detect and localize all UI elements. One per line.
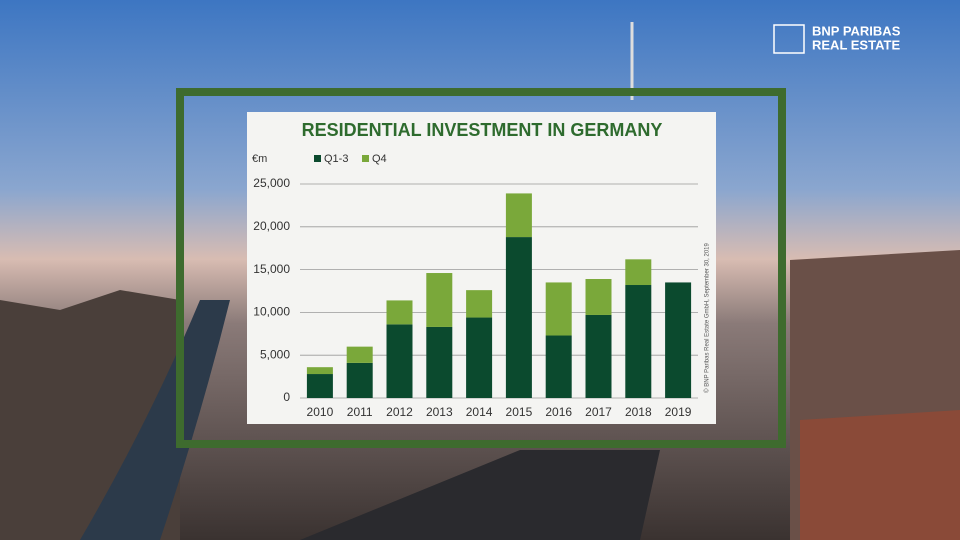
bar-segment [545, 282, 572, 336]
bar-segment [625, 259, 652, 286]
x-tick-label: 2013 [426, 405, 453, 419]
bar-segment [306, 367, 333, 375]
bar-segment [545, 335, 572, 398]
bar-segment [346, 346, 373, 363]
x-tick-label: 2018 [625, 405, 652, 419]
logo-icon [773, 24, 805, 54]
x-tick-label: 2017 [585, 405, 612, 419]
bar-segment [585, 314, 612, 398]
y-tick-label: 5,000 [260, 347, 290, 361]
y-tick-label: 15,000 [253, 262, 290, 276]
chart-title: RESIDENTIAL INVESTMENT IN GERMANY [302, 120, 663, 140]
x-tick-label: 2012 [386, 405, 413, 419]
x-tick-label: 2014 [466, 405, 493, 419]
legend-label: Q1-3 [324, 153, 348, 165]
bar-segment [625, 285, 652, 398]
frame [176, 88, 786, 448]
bar-segment [426, 273, 453, 327]
bar-segment [665, 282, 692, 398]
y-tick-label: 20,000 [253, 219, 290, 233]
bar-segment [386, 300, 413, 325]
roofs [800, 410, 960, 540]
bar-segment [426, 326, 453, 398]
bar-segment [505, 193, 532, 238]
logo-text: REAL ESTATE [812, 37, 900, 52]
x-tick-label: 2019 [665, 405, 692, 419]
logo-text: BNP PARIBAS [812, 23, 901, 38]
y-tick-label: 10,000 [253, 305, 290, 319]
bar-segment [466, 317, 493, 398]
bar-segment [386, 324, 413, 398]
bar-segment [306, 374, 333, 398]
river [80, 300, 230, 540]
bar-segment [466, 290, 493, 318]
y-unit: €m [252, 153, 267, 165]
y-tick-label: 0 [283, 390, 290, 404]
bar-segment [585, 279, 612, 315]
street [300, 450, 660, 540]
source: © BNP Paribas Real Estate GmbH, Septembe… [704, 242, 711, 392]
legend-swatch [314, 155, 321, 162]
x-tick-label: 2010 [307, 405, 334, 419]
y-tick-label: 25,000 [253, 176, 290, 190]
x-tick-label: 2015 [506, 405, 533, 419]
bar-segment [505, 237, 532, 398]
bar-segment [346, 362, 373, 398]
legend-label: Q4 [372, 153, 387, 165]
legend-swatch [362, 155, 369, 162]
x-tick-label: 2011 [347, 405, 373, 419]
x-tick-label: 2016 [545, 405, 572, 419]
